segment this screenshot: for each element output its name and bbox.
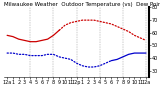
Text: Milwaukee Weather  Outdoor Temperature (vs)  Dew Point  (Last 24 Hours): Milwaukee Weather Outdoor Temperature (v…: [4, 2, 160, 7]
